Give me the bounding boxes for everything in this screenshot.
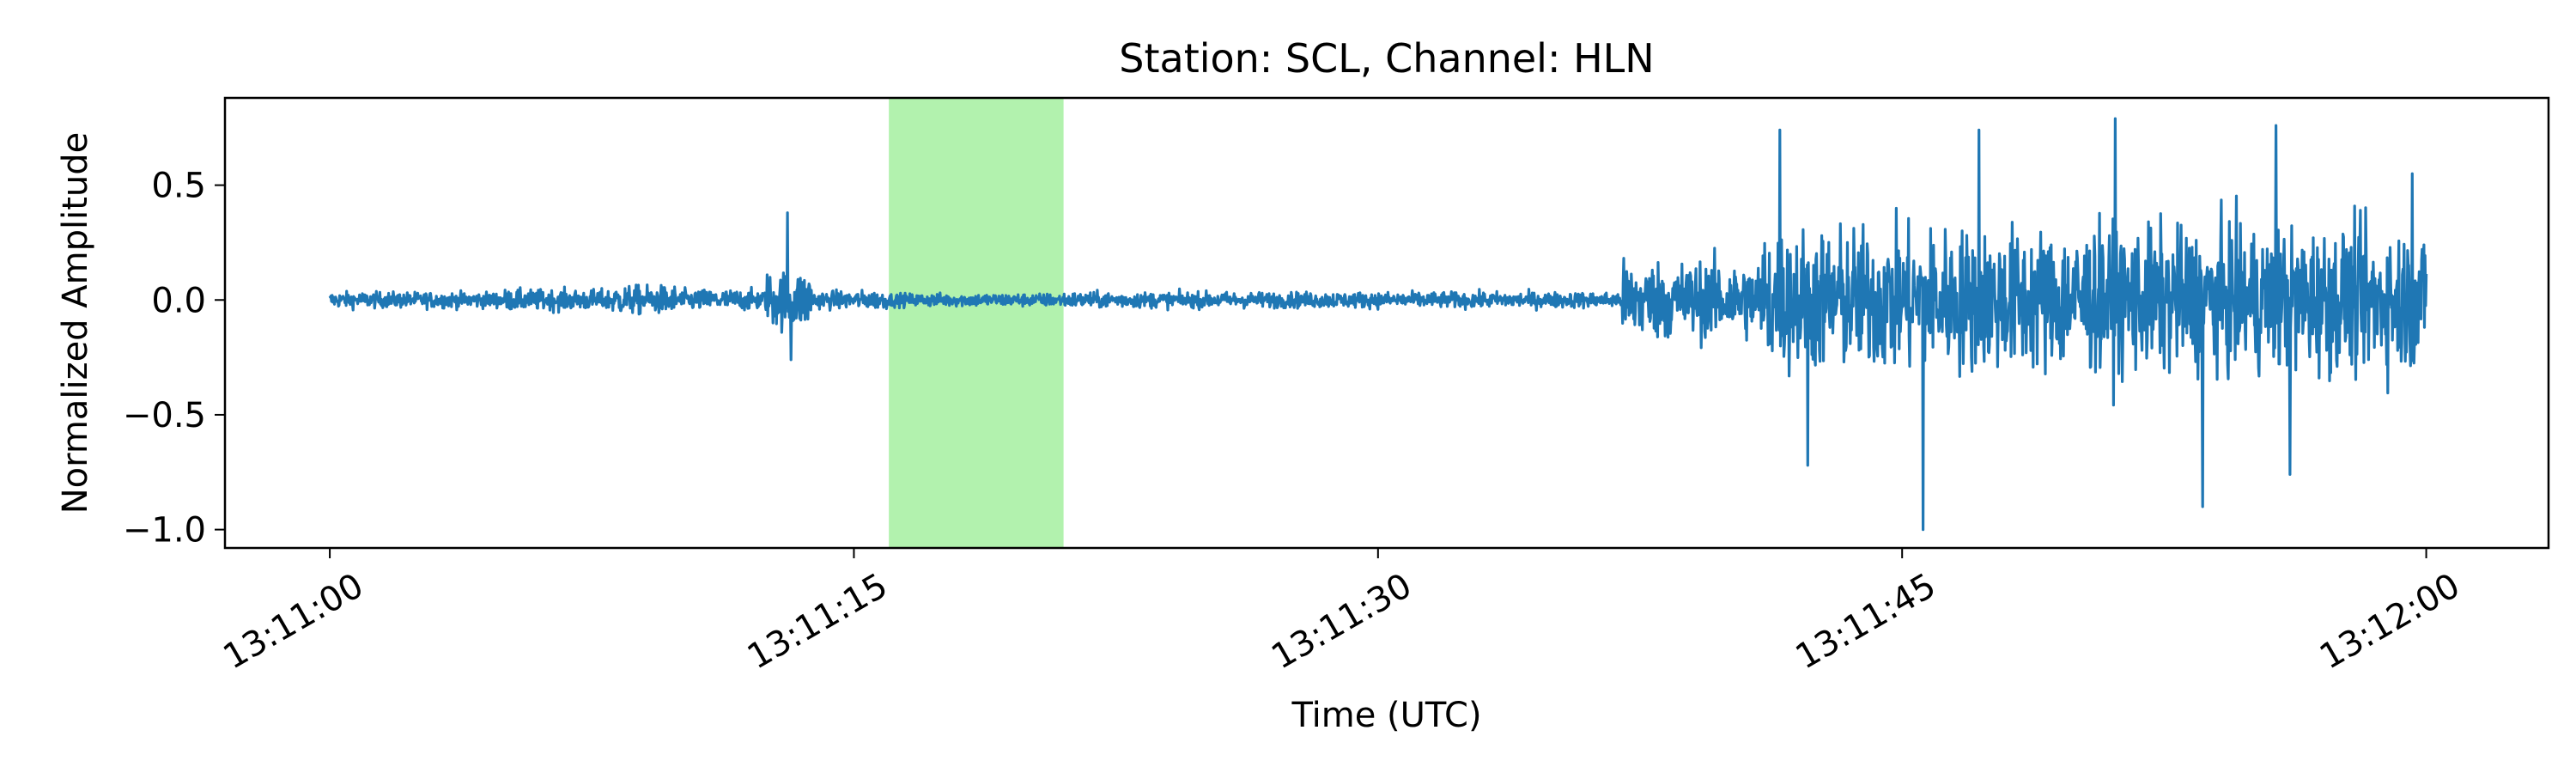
x-axis-label: Time (UTC) (1291, 696, 1481, 735)
y-axis-ticks: 0.5 0.0 −0.5 −1.0 (123, 167, 225, 551)
y-axis-label: Normalized Amplitude (56, 132, 95, 514)
y-tick-label: −1.0 (123, 511, 206, 551)
highlight-layer (889, 98, 1064, 548)
waveform-line (328, 117, 2428, 532)
y-tick-label: 0.5 (151, 167, 206, 206)
plot-frame (223, 96, 2550, 550)
chart-title: Station: SCL, Channel: HLN (1119, 35, 1654, 82)
highlight-window (889, 98, 1064, 548)
y-tick-label: 0.0 (151, 281, 206, 320)
y-tick-label: −0.5 (123, 396, 206, 435)
series-layer (328, 117, 2428, 532)
